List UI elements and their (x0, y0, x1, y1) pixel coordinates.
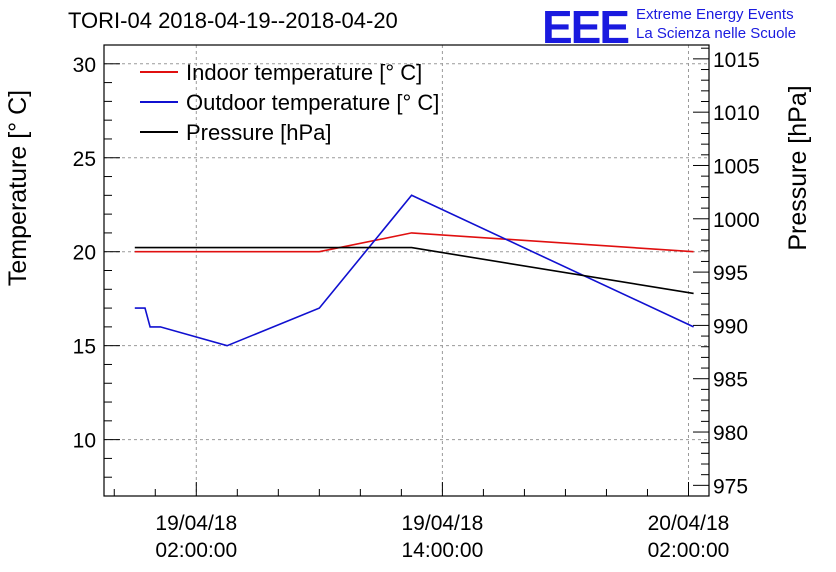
x-tick-label-time: 02:00:00 (155, 539, 237, 562)
y2-tick-label: 985 (713, 369, 748, 392)
legend-label-2: Outdoor temperature [° C] (186, 90, 439, 115)
y2-tick-label: 990 (713, 315, 748, 338)
y-tick-label: 20 (73, 242, 96, 265)
series-line-3 (134, 246, 694, 295)
legend-label-3: Pressure [hPa] (186, 120, 332, 145)
logo-line-2: La Scienza nelle Scuole (636, 25, 797, 42)
y2-tick-label: 1005 (713, 155, 760, 178)
y2-tick-label: 995 (713, 262, 748, 285)
x-tick-label-time: 14:00:00 (402, 539, 484, 562)
y2-tick-label: 1015 (713, 49, 760, 72)
eee-logo-text: Extreme Energy Events La Scienza nelle S… (636, 5, 796, 43)
y-tick-label: 25 (73, 148, 96, 171)
series-line-2 (134, 194, 694, 347)
chart-title: TORI-04 2018-04-19--2018-04-20 (68, 8, 398, 33)
x-tick-label-date: 19/04/18 (155, 512, 237, 535)
logo-line-1: Extreme Energy Events (636, 6, 794, 23)
y-tick-label: 30 (73, 54, 96, 77)
y-tick-label: 15 (73, 336, 96, 359)
x-tick-label-date: 20/04/18 (648, 512, 730, 535)
y2-tick-label: 1010 (713, 102, 760, 125)
y2-tick-label: 980 (713, 422, 748, 445)
x-tick-label-date: 19/04/18 (402, 512, 484, 535)
y2-tick-label: 975 (713, 475, 748, 498)
y-tick-label: 10 (73, 430, 96, 453)
y2-axis-title: Pressure [hPa] (784, 85, 812, 250)
eee-logo: EEE (542, 1, 630, 53)
legend-label-1: Indoor temperature [° C] (186, 60, 422, 85)
x-tick-label-time: 02:00:00 (648, 539, 730, 562)
y2-tick-label: 1000 (713, 209, 760, 232)
series-line-1 (134, 232, 694, 253)
y-axis-title: Temperature [° C] (4, 90, 32, 286)
